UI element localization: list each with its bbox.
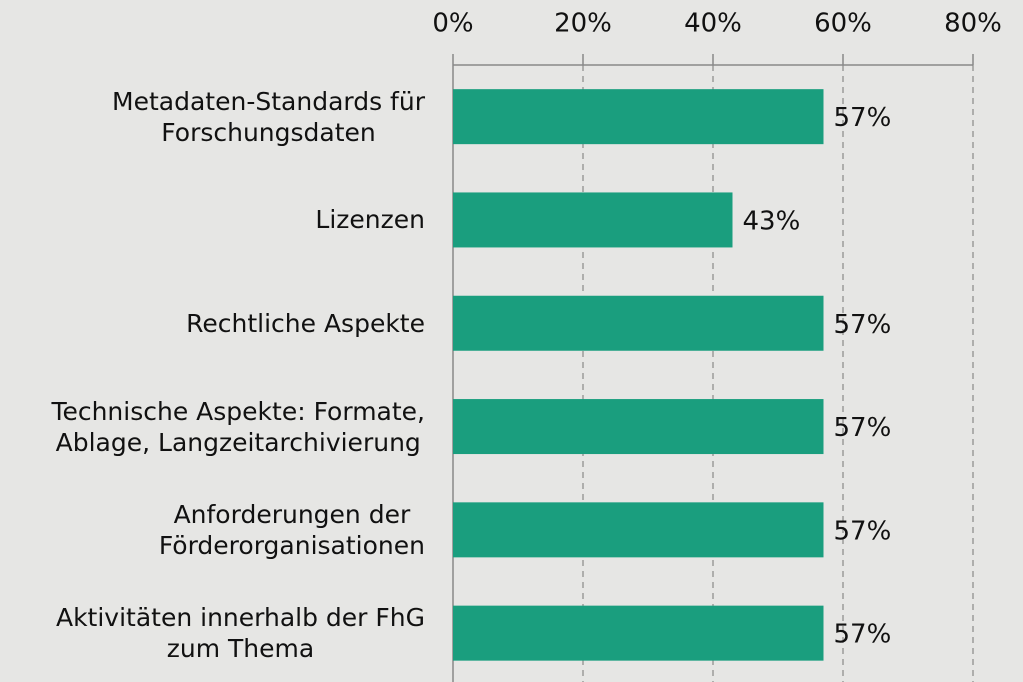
- x-tick-label: 40%: [684, 9, 742, 39]
- value-label: 57%: [834, 620, 892, 650]
- bar: [453, 192, 733, 248]
- value-label: 57%: [834, 103, 892, 133]
- y-tick-label: Technische Aspekte: Formate, Ablage, Lan…: [51, 396, 425, 457]
- value-label: 57%: [834, 310, 892, 340]
- x-tick-label: 20%: [554, 9, 612, 39]
- value-label: 43%: [743, 206, 801, 236]
- y-tick-label: Aktivitäten innerhalb der FhG zum Thema: [55, 603, 425, 664]
- bar: [453, 295, 824, 351]
- bar: [453, 399, 824, 455]
- x-tick-label: 60%: [814, 9, 872, 39]
- y-tick-label: Rechtliche Aspekte: [186, 308, 425, 338]
- y-tick-label: Metadaten-Standards für Forschungsdaten: [112, 86, 425, 147]
- y-tick-label: Anforderungen der Förderorganisationen: [158, 499, 425, 560]
- y-tick-label: Lizenzen: [315, 205, 425, 235]
- value-label: 57%: [834, 413, 892, 443]
- bar: [453, 502, 824, 558]
- bar: [453, 89, 824, 145]
- value-label: 57%: [834, 516, 892, 546]
- bar: [453, 605, 824, 661]
- x-tick-label: 80%: [944, 9, 1002, 39]
- x-tick-label: 0%: [432, 9, 473, 39]
